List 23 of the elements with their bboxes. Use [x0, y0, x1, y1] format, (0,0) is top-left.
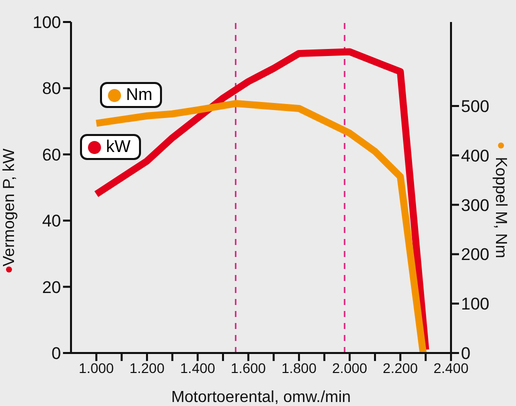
x-axis-title: Motortoerental, omw./min — [171, 389, 351, 406]
legend-label: kW — [106, 137, 131, 157]
y-tick-label: 60 — [42, 145, 61, 164]
y2-tick-label: 200 — [461, 245, 490, 264]
y2-tick-label: 400 — [461, 146, 490, 166]
x-tick-label: 1.600 — [230, 360, 266, 376]
x-tick-label: 1.800 — [281, 360, 317, 376]
y-tick-label: 100 — [32, 13, 61, 32]
legend-label: Nm — [126, 85, 152, 105]
y2-tick-label: 500 — [461, 97, 490, 116]
x-tick-label: 2.200 — [382, 360, 418, 376]
y-tick-label: 40 — [42, 212, 61, 231]
x-tick-label: 1.000 — [78, 360, 114, 376]
y-tick-label: 20 — [42, 278, 61, 297]
x-tick-label: 1.400 — [180, 360, 216, 376]
y-tick-label: 80 — [42, 79, 61, 98]
y2-tick-label: 100 — [461, 294, 490, 314]
y-axis-title: Vermogen P, kW — [1, 148, 18, 266]
y2-axis-title: Koppel M, Nm — [492, 156, 509, 258]
y2-tick-label: 300 — [461, 196, 490, 215]
y-tick-label: 0 — [52, 344, 61, 364]
x-tick-label: 2.000 — [332, 360, 368, 376]
x-tick-label: 1.200 — [129, 360, 165, 376]
